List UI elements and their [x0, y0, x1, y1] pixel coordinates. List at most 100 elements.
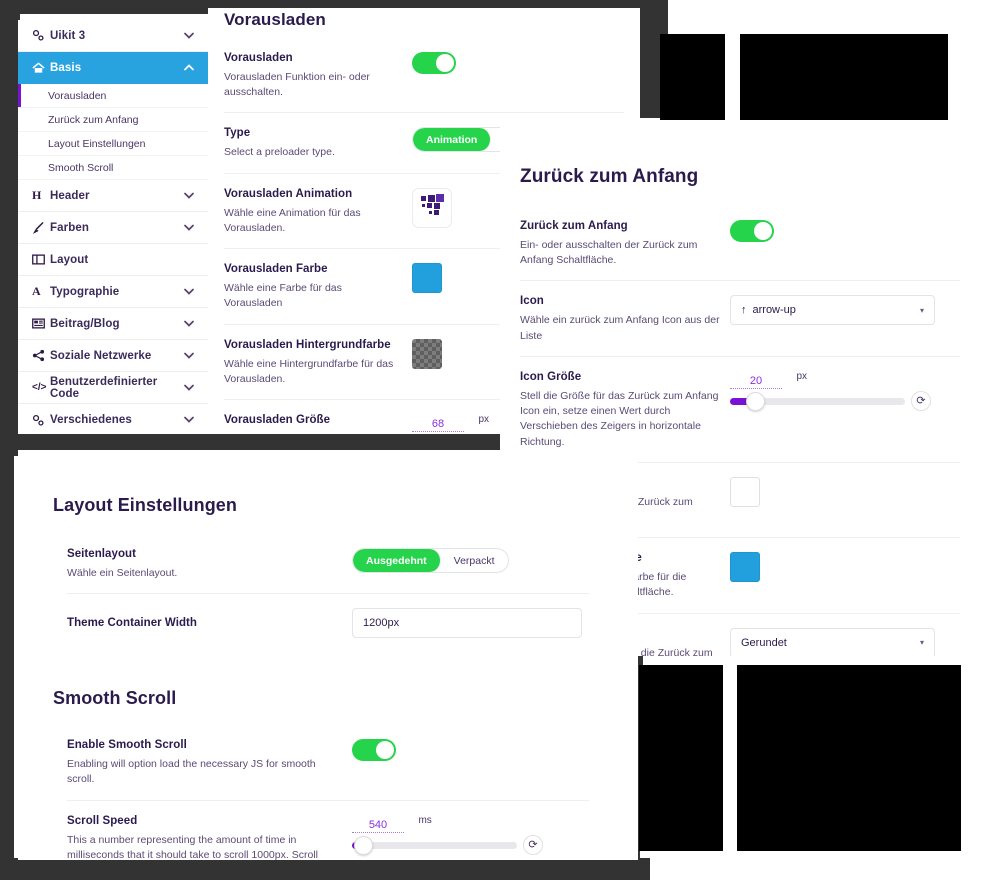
sidebar: Uikit 3 Basis Vorausladen Zurück zum Anf…: [18, 20, 208, 434]
sidebar-subitem-layout-einstellungen[interactable]: Layout Einstellungen: [18, 132, 208, 156]
type-option-animation[interactable]: Animation: [413, 128, 492, 152]
sidebar-item-label: Soziale Netzwerke: [50, 349, 152, 362]
sidebar-subitem-zurueck-zum-anfang[interactable]: Zurück zum Anfang: [18, 108, 208, 132]
sidebar-item-label: Typographie: [50, 285, 120, 298]
chevron-down-icon: [182, 223, 194, 233]
vorausladen-background-color-swatch[interactable]: [412, 338, 442, 369]
sidebar-item-beitrag-blog[interactable]: Beitrag/Blog: [18, 308, 208, 340]
redaction-block-top-left: [660, 34, 725, 120]
field-vorausladen-groesse: Vorausladen Größe Stell die Größe für da…: [224, 400, 624, 434]
toggle-knob: [376, 741, 394, 760]
icon-select-value: arrow-up: [752, 304, 796, 317]
slider-handle[interactable]: [745, 391, 765, 411]
icon-select[interactable]: ↑ arrow-up ▾: [730, 295, 935, 326]
font-icon: A: [32, 284, 41, 298]
field-description: Select a preloader type.: [224, 146, 335, 159]
field-vorausladen-enable: Vorausladen Vorausladen Funktion ein- od…: [224, 30, 624, 114]
chevron-down-icon: [182, 287, 194, 297]
field-description: Wähle eine Hintergrundfarbe für das Vora…: [224, 357, 394, 385]
squares-grid-icon: [419, 194, 445, 221]
slider-fill: [730, 397, 753, 405]
toggle-knob: [754, 222, 772, 240]
theme-container-width-input[interactable]: 1200px: [352, 608, 582, 639]
sidebar-item-label: Layout: [50, 253, 89, 266]
field-label: Enable Smooth Scroll: [67, 739, 187, 752]
slider-unit: ms: [418, 814, 432, 826]
scroll-speed-slider: 540 ms ⟳: [352, 814, 543, 855]
sidebar-item-header[interactable]: H Header: [18, 180, 208, 212]
input-value: 1200px: [363, 617, 400, 630]
sidebar-item-uikit3[interactable]: Uikit 3: [18, 20, 208, 52]
zurueck-toggle[interactable]: [730, 220, 774, 242]
newspaper-icon: [32, 318, 50, 329]
field-label: Vorausladen Farbe: [224, 263, 328, 276]
field-description: This a number representing the amount of…: [67, 833, 318, 860]
icon-color-swatch[interactable]: [730, 476, 760, 507]
sidebar-subitem-smooth-scroll[interactable]: Smooth Scroll: [18, 156, 208, 180]
section-title: Layout Einstellungen: [53, 495, 238, 515]
sidebar-subitem-label: Layout Einstellungen: [48, 137, 146, 150]
slider-value[interactable]: 68: [412, 418, 464, 432]
field-label: Type: [224, 127, 251, 140]
field-label: Zurück zum Anfang: [520, 220, 628, 232]
icon-background-color-swatch[interactable]: [730, 552, 760, 583]
sidebar-item-label: Uikit 3: [50, 29, 86, 42]
field-zurueck-icon: Icon Wähle ein zurück zum Anfang Icon au…: [520, 281, 960, 357]
animation-preview-button[interactable]: [412, 187, 452, 228]
field-description: Ein- oder ausschalten der Zurück zum Anf…: [520, 239, 698, 267]
seitenlayout-option-ausgedehnt[interactable]: Ausgedehnt: [353, 549, 441, 572]
slider-rail[interactable]: ⟳: [352, 834, 543, 855]
slider-value[interactable]: 540: [352, 819, 404, 833]
chevron-down-icon: [182, 191, 194, 201]
sidebar-item-soziale-netzwerke[interactable]: Soziale Netzwerke: [18, 340, 208, 372]
section-title: Smooth Scroll: [53, 688, 177, 709]
zurueck-zum-anfang-panel: Zurück zum Anfang Zurück zum Anfang Ein-…: [500, 118, 980, 656]
field-description: Wähle eine Farbe für das Vorausladen: [224, 282, 342, 310]
section-title: Zurück zum Anfang: [520, 166, 699, 187]
gears-icon: [32, 414, 50, 427]
sidebar-item-label: Beitrag/Blog: [50, 317, 120, 330]
sidebar-item-layout[interactable]: Layout: [18, 244, 208, 276]
slider-handle[interactable]: [353, 835, 373, 855]
chevron-down-icon: [182, 31, 194, 41]
smooth-scroll-toggle[interactable]: [352, 739, 396, 762]
vorausladen-color-swatch[interactable]: [412, 263, 442, 294]
sidebar-item-basis[interactable]: Basis: [18, 52, 208, 84]
seitenlayout-option-verpackt[interactable]: Verpackt: [453, 554, 495, 567]
slider-value[interactable]: 20: [730, 375, 782, 389]
backdrop-lower-left-rail: [0, 448, 14, 872]
sidebar-item-label: Verschiedenes: [50, 414, 132, 426]
sidebar-item-farben[interactable]: Farben: [18, 212, 208, 244]
field-label: Vorausladen: [224, 52, 293, 64]
sidebar-item-verschiedenes[interactable]: Verschiedenes: [18, 404, 208, 434]
field-description: Vorausladen Funktion ein- oder ausschalt…: [224, 71, 370, 99]
slider-rail[interactable]: ⟳: [730, 390, 931, 411]
field-seitenlayout: Seitenlayout Wähle ein Seitenlayout. Aus…: [67, 534, 589, 595]
chevron-down-icon: [182, 351, 194, 361]
sidebar-item-label: Benutzerdefinierter Code: [50, 375, 158, 400]
sidebar-item-benutzerdefinierter-code[interactable]: </> Benutzerdefinierter Code: [18, 372, 208, 404]
field-label: Scroll Speed: [67, 814, 138, 827]
redaction-block-bottom-right: [737, 665, 961, 851]
sidebar-subitem-vorausladen[interactable]: Vorausladen: [18, 84, 208, 108]
page-title: Vorausladen: [224, 10, 326, 29]
sidebar-item-typographie[interactable]: A Typographie: [18, 276, 208, 308]
field-scroll-speed: Scroll Speed This a number representing …: [67, 801, 589, 860]
vorausladen-toggle[interactable]: [412, 52, 456, 74]
brush-icon: [32, 221, 50, 234]
vorausladen-size-slider: 68 px: [412, 414, 602, 434]
home-icon: [32, 62, 50, 74]
field-enable-smooth-scroll: Enable Smooth Scroll Enabling will optio…: [67, 725, 589, 801]
share-icon: [32, 349, 50, 362]
sidebar-item-label: Farben: [50, 221, 89, 234]
chevron-down-icon: [182, 319, 194, 329]
redaction-block-top-right: [740, 34, 948, 120]
field-label: Vorausladen Animation: [224, 187, 353, 200]
field-description: Enabling will option load the necessary …: [67, 758, 316, 786]
toggle-knob: [436, 54, 454, 72]
gears-icon: [32, 29, 50, 42]
slider-reset-button[interactable]: ⟳: [523, 834, 543, 855]
icon-form-select[interactable]: Gerundet ▾: [730, 627, 935, 656]
slider-reset-button[interactable]: ⟳: [911, 390, 931, 411]
field-vorausladen-animation: Vorausladen Animation Wähle eine Animati…: [224, 174, 624, 250]
